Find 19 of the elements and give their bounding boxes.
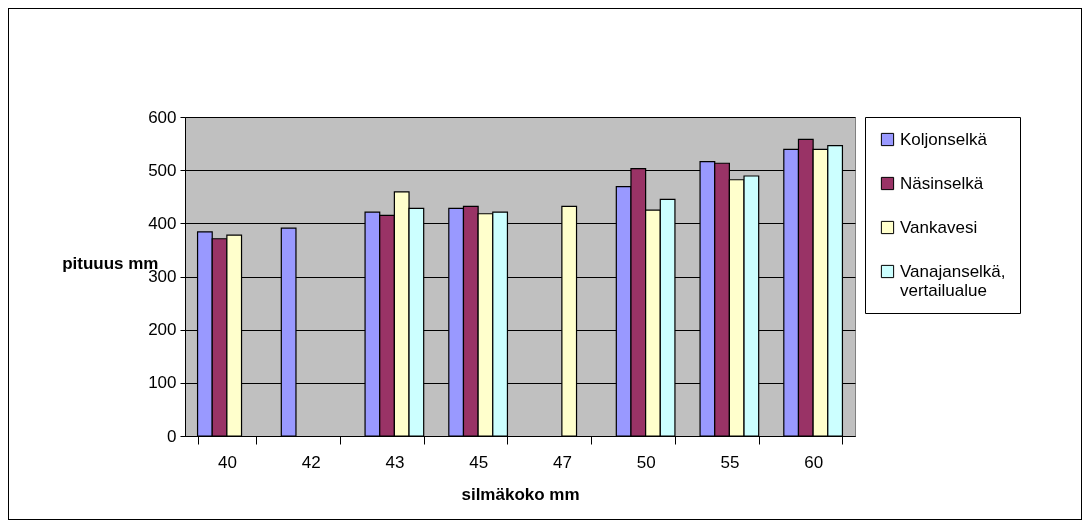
x-tick-label: 47 — [552, 452, 572, 472]
x-tick-label: 43 — [385, 452, 405, 472]
y-tick-label: 100 — [148, 373, 177, 393]
legend-label: Koljonselkä — [900, 129, 988, 149]
x-tick-label: 55 — [720, 452, 740, 472]
x-tick-label: 45 — [469, 452, 489, 472]
y-tick-label: 0 — [167, 426, 177, 446]
legend-label: Vanajanselkä, vertailualue — [900, 261, 1006, 300]
x-axis-title: silmäkoko mm — [461, 484, 580, 504]
x-tick-label: 40 — [217, 452, 237, 472]
y-tick-label: 400 — [148, 213, 177, 233]
x-tick-label: 42 — [301, 452, 321, 472]
legend-label: Näsinselkä — [900, 173, 984, 193]
y-tick-label: 200 — [148, 320, 177, 340]
x-tick-label: 60 — [804, 452, 824, 472]
y-tick-label: 600 — [148, 107, 177, 127]
y-tick-label: 500 — [148, 160, 177, 180]
legend-label: Vankavesi — [900, 217, 978, 237]
x-tick-label: 50 — [636, 452, 656, 472]
